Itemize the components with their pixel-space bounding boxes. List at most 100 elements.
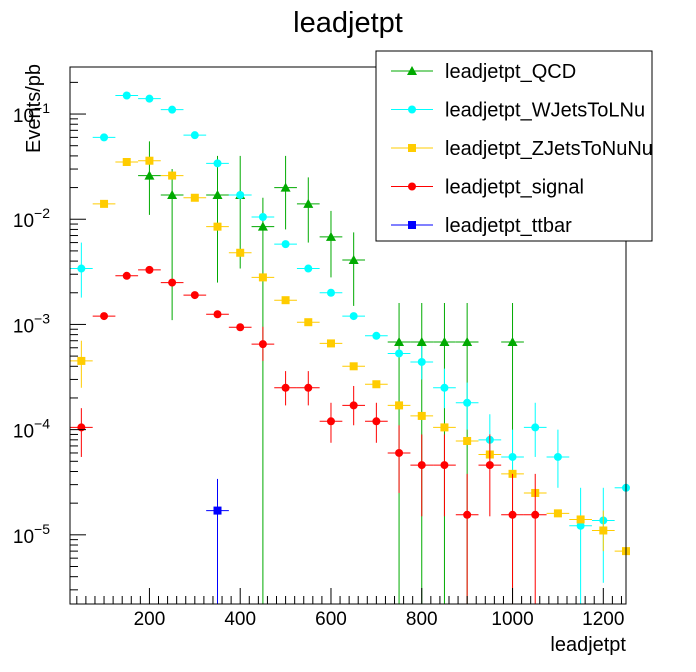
legend-box	[375, 50, 653, 242]
data-point	[213, 506, 222, 515]
y-tick-label: 10−4	[13, 416, 50, 443]
legend-label: leadjetpt_ttbar	[445, 215, 572, 237]
data-point	[576, 521, 585, 530]
data-point	[531, 510, 540, 519]
data-point	[507, 337, 518, 347]
data-point	[236, 190, 245, 199]
data-point	[440, 423, 449, 432]
data-point	[122, 158, 131, 167]
y-tick-label: 10−3	[13, 310, 50, 337]
data-point	[122, 91, 131, 100]
data-point	[281, 383, 290, 392]
series-group	[70, 156, 630, 572]
data-point	[77, 356, 86, 365]
data-point	[553, 452, 562, 461]
data-point	[280, 182, 291, 192]
data-point	[258, 340, 267, 349]
series-group	[70, 91, 630, 604]
x-tick-label: 600	[315, 609, 347, 630]
data-point	[326, 339, 335, 348]
data-point	[395, 448, 404, 457]
y-tick-label: 10−2	[13, 205, 50, 232]
data-point	[168, 105, 177, 114]
data-point	[485, 461, 494, 470]
data-point	[258, 273, 267, 282]
data-point	[394, 337, 405, 347]
y-tick-label: 10−1	[13, 100, 50, 127]
data-point	[440, 383, 449, 392]
data-point	[349, 312, 358, 321]
data-point	[417, 461, 426, 470]
data-point	[77, 423, 86, 432]
axes: 200 400 600 800 1000 1200 10−5 10−4 10−3 10−2 10−1	[13, 81, 624, 630]
data-point	[349, 362, 358, 371]
legend-label: leadjetpt_signal	[445, 177, 584, 199]
data-point	[395, 401, 404, 410]
data-point	[372, 380, 381, 389]
data-point	[463, 398, 472, 407]
data-point	[213, 310, 222, 319]
data-point	[303, 198, 314, 208]
data-point	[576, 515, 585, 524]
series-group	[206, 478, 229, 604]
legend: leadjetpt_QCD leadjetpt_WJetsToLNuleadjet…	[375, 50, 653, 242]
data-point	[553, 509, 562, 518]
data-point	[190, 291, 199, 300]
legend-marker	[408, 182, 416, 191]
data-point	[599, 526, 608, 535]
data-point	[145, 265, 154, 274]
x-axis-label: leadjetpt	[550, 634, 626, 656]
data-point	[167, 189, 178, 199]
x-tick-label: 800	[406, 609, 438, 630]
data-point	[304, 318, 313, 327]
data-point	[463, 436, 472, 445]
x-tick-label: 1000	[491, 609, 533, 630]
data-point	[440, 461, 449, 470]
data-point	[395, 349, 404, 358]
data-point	[100, 312, 109, 321]
legend-marker	[408, 144, 416, 152]
data-point	[257, 221, 268, 231]
data-point	[372, 417, 381, 426]
data-point	[144, 170, 155, 180]
legend-label: leadjetpt_ZJetsToNuNu	[445, 138, 653, 160]
data-point	[100, 199, 109, 208]
data-point	[348, 254, 359, 264]
series-group	[70, 265, 547, 604]
data-point	[77, 264, 86, 273]
data-point	[213, 222, 222, 231]
data-point	[372, 331, 381, 340]
legend-marker	[408, 105, 416, 114]
data-point	[508, 510, 517, 519]
x-tick-label: 1200	[582, 609, 624, 630]
legend-marker	[408, 221, 416, 229]
chart-title: leadjetpt	[293, 7, 403, 39]
y-tick-label: 10−5	[13, 521, 50, 548]
data-point	[463, 510, 472, 519]
plot-frame	[69, 66, 627, 605]
data-point	[100, 133, 109, 142]
data-point	[190, 131, 199, 140]
data-point	[304, 264, 313, 273]
data-point	[349, 401, 358, 410]
legend-label: leadjetpt_QCD	[445, 61, 576, 83]
data-point	[122, 271, 131, 280]
data-point	[145, 94, 154, 103]
data-layer	[70, 91, 630, 604]
data-point	[531, 423, 540, 432]
data-point	[325, 231, 336, 241]
data-point	[462, 337, 473, 347]
data-point	[190, 193, 199, 202]
data-point	[326, 288, 335, 297]
data-point	[168, 278, 177, 287]
data-point	[326, 417, 335, 426]
data-point	[417, 357, 426, 366]
legend-label: leadjetpt_WJetsToLNu	[445, 100, 645, 122]
data-point	[213, 159, 222, 168]
data-point	[281, 240, 290, 249]
data-point	[439, 337, 450, 347]
data-point	[236, 323, 245, 332]
x-tick-label: 200	[134, 609, 166, 630]
legend-marker	[407, 66, 417, 75]
